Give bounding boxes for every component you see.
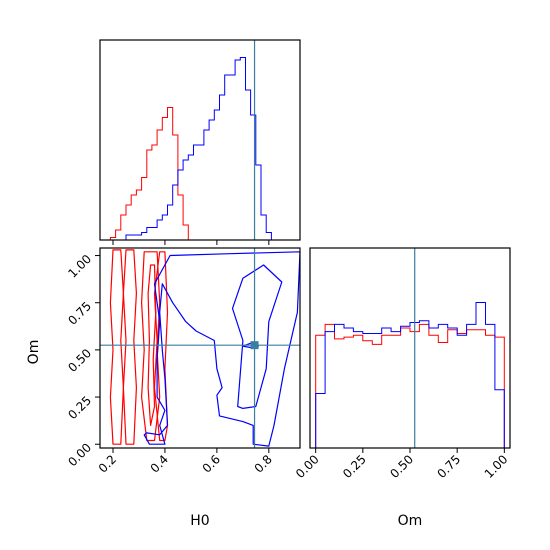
truth-marker: [250, 341, 259, 350]
om-axis-ticklabel-4: 1.00: [482, 452, 511, 481]
om-yaxis-ticklabel-2: 0.50: [65, 346, 94, 375]
x-axis-label-om: Om: [398, 513, 423, 529]
contour-frame: [99, 247, 301, 449]
om-axis-ticklabel-1: 0.25: [340, 452, 369, 481]
h0-axis-ticklabel-0: 0.2: [96, 452, 119, 475]
om-hist-series-0: [315, 323, 505, 448]
y-axis-label-om: Om: [26, 340, 42, 365]
contour-group: [100, 248, 300, 448]
h0-axis-ticklabel-2: 0.6: [200, 452, 223, 475]
h0-hist-series-1: [125, 57, 277, 241]
h0-hist-series-0: [105, 107, 194, 241]
om-hist-frame: [309, 247, 511, 449]
om-yaxis-ticklabel-3: 0.75: [65, 299, 94, 328]
h0-axis-ticklabel-1: 0.4: [148, 452, 171, 475]
om-yaxis-ticklabel-1: 0.25: [65, 393, 94, 422]
x-axis-label-h0: H0: [190, 513, 209, 529]
contour-series-0-level-0: [109, 249, 125, 445]
om-yaxis-ticklabel-0: 0.00: [65, 440, 94, 469]
contour-series-1-level-1: [231, 264, 283, 409]
om-hist-series-1: [315, 302, 505, 448]
h0-axis-ticklabel-3: 0.8: [252, 452, 275, 475]
h0-om-contour-panel: 0.2 0.4 0.6 0.8 0.00 0.25 0.50 0.75 1.00: [65, 247, 301, 476]
om-axis-ticklabel-2: 0.50: [387, 452, 416, 481]
om-yaxis-ticklabel-4: 1.00: [65, 252, 94, 281]
contour-series-0-level-2: [141, 251, 161, 442]
h0-histogram-panel: [99, 39, 301, 245]
om-axis-ticklabel-3: 0.75: [434, 452, 463, 481]
om-histogram-panel: 0.00 0.25 0.50 0.75 1.00: [293, 247, 511, 481]
contour-series-0-level-3: [147, 264, 157, 426]
h0-hist-frame: [99, 39, 301, 241]
contour-series-1-level-0: [143, 251, 300, 447]
contour-series-0-level-1: [122, 249, 137, 445]
contour-series-0-level-4: [153, 251, 169, 442]
om-axis-ticklabel-0: 0.00: [293, 452, 322, 481]
